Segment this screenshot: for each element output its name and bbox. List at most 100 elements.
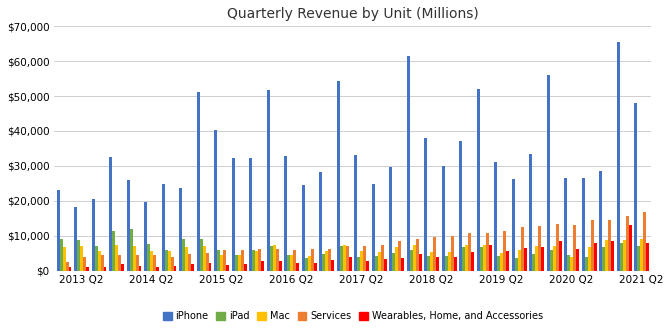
- Bar: [217, 250, 220, 271]
- Bar: [620, 243, 622, 271]
- Bar: [541, 247, 544, 271]
- Bar: [261, 261, 264, 271]
- Bar: [378, 252, 380, 271]
- Bar: [538, 226, 541, 271]
- Bar: [287, 255, 290, 271]
- Bar: [243, 264, 247, 271]
- Bar: [372, 184, 374, 271]
- Bar: [241, 249, 243, 271]
- Bar: [576, 248, 579, 271]
- Bar: [450, 236, 454, 271]
- Bar: [515, 258, 517, 271]
- Bar: [197, 92, 200, 271]
- Bar: [380, 245, 384, 271]
- Bar: [454, 257, 456, 271]
- Bar: [337, 81, 339, 271]
- Bar: [232, 158, 235, 271]
- Bar: [626, 215, 628, 271]
- Bar: [258, 249, 261, 271]
- Bar: [319, 172, 322, 271]
- Title: Quarterly Revenue by Unit (Millions): Quarterly Revenue by Unit (Millions): [227, 7, 478, 21]
- Bar: [328, 249, 331, 271]
- Bar: [147, 244, 150, 271]
- Bar: [255, 251, 258, 271]
- Bar: [459, 141, 462, 271]
- Bar: [419, 254, 421, 271]
- Bar: [389, 168, 392, 271]
- Bar: [602, 247, 605, 271]
- Bar: [593, 243, 597, 271]
- Bar: [171, 257, 173, 271]
- Bar: [486, 233, 489, 271]
- Bar: [69, 267, 71, 271]
- Bar: [66, 262, 69, 271]
- Bar: [173, 266, 177, 271]
- Bar: [523, 248, 527, 271]
- Bar: [188, 254, 191, 271]
- Bar: [136, 255, 138, 271]
- Bar: [468, 233, 471, 271]
- Bar: [167, 251, 171, 271]
- Bar: [430, 252, 433, 271]
- Bar: [86, 267, 89, 271]
- Bar: [585, 257, 587, 271]
- Bar: [278, 261, 282, 271]
- Bar: [494, 162, 497, 271]
- Bar: [185, 247, 188, 271]
- Bar: [646, 243, 649, 271]
- Bar: [506, 251, 509, 271]
- Bar: [357, 257, 360, 271]
- Bar: [214, 130, 217, 271]
- Bar: [398, 241, 401, 271]
- Bar: [433, 237, 436, 271]
- Bar: [354, 154, 357, 271]
- Bar: [550, 250, 552, 271]
- Bar: [77, 240, 80, 271]
- Bar: [60, 239, 62, 271]
- Bar: [374, 255, 378, 271]
- Bar: [415, 239, 419, 271]
- Bar: [56, 190, 60, 271]
- Bar: [345, 246, 349, 271]
- Bar: [339, 246, 343, 271]
- Bar: [448, 252, 450, 271]
- Bar: [480, 247, 482, 271]
- Bar: [476, 89, 480, 271]
- Bar: [360, 250, 363, 271]
- Bar: [436, 257, 439, 271]
- Bar: [556, 224, 558, 271]
- Bar: [238, 255, 241, 271]
- Bar: [552, 246, 556, 271]
- Bar: [284, 156, 287, 271]
- Bar: [605, 240, 608, 271]
- Bar: [118, 255, 121, 271]
- Bar: [401, 258, 404, 271]
- Bar: [95, 246, 97, 271]
- Bar: [156, 267, 159, 271]
- Bar: [182, 239, 185, 271]
- Bar: [235, 255, 238, 271]
- Bar: [310, 248, 314, 271]
- Bar: [637, 246, 640, 271]
- Bar: [91, 199, 95, 271]
- Bar: [103, 267, 106, 271]
- Bar: [442, 166, 445, 271]
- Bar: [162, 184, 165, 271]
- Bar: [529, 154, 532, 271]
- Bar: [471, 252, 474, 271]
- Bar: [634, 103, 637, 271]
- Bar: [304, 258, 308, 271]
- Bar: [532, 254, 535, 271]
- Bar: [570, 257, 573, 271]
- Bar: [290, 255, 293, 271]
- Bar: [608, 220, 611, 271]
- Bar: [97, 251, 101, 271]
- Bar: [395, 247, 398, 271]
- Bar: [462, 247, 465, 271]
- Bar: [413, 245, 415, 271]
- Bar: [109, 157, 112, 271]
- Bar: [267, 90, 269, 271]
- Bar: [445, 256, 448, 271]
- Bar: [165, 250, 167, 271]
- Bar: [465, 245, 468, 271]
